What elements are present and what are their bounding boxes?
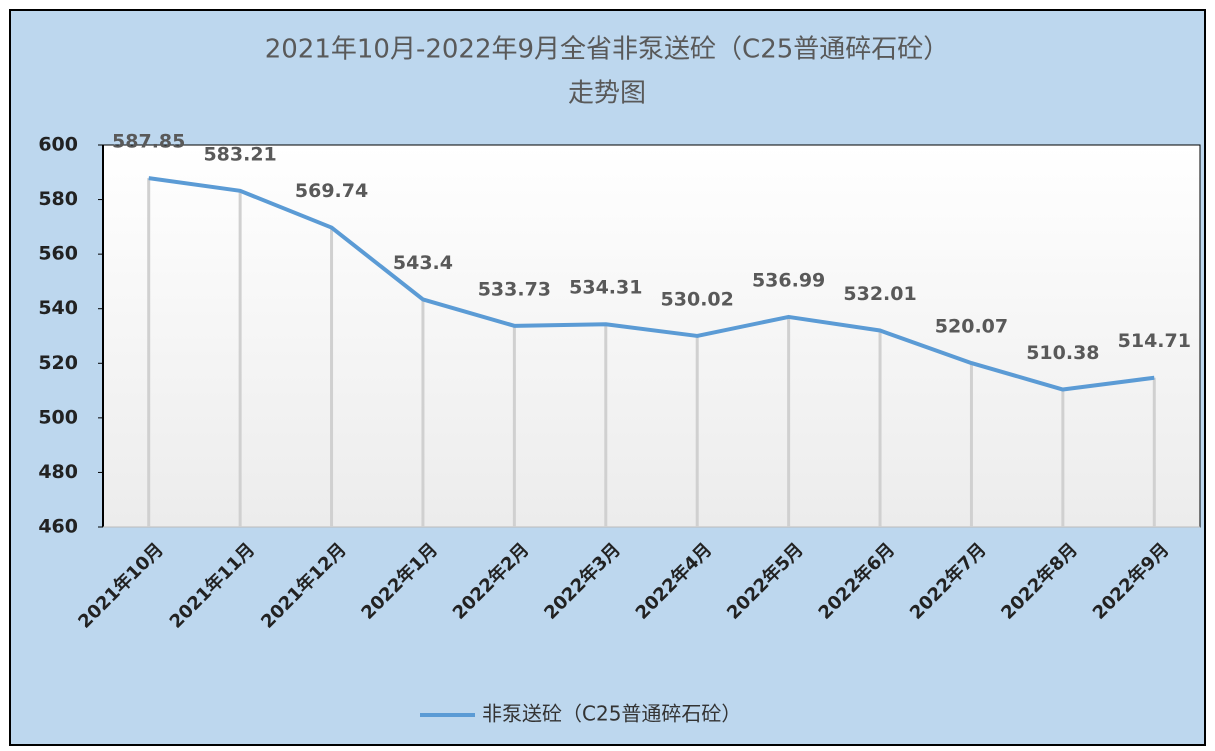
chart-title: 2021年10月-2022年9月全省非泵送砼（C25普通碎石砼） (265, 35, 950, 65)
data-label: 583.21 (203, 143, 276, 165)
chart-title: 走势图 (568, 79, 646, 109)
data-label: 530.02 (661, 288, 734, 310)
data-label: 520.07 (935, 316, 1008, 338)
data-label: 514.71 (1118, 330, 1191, 352)
y-tick-label: 560 (38, 243, 78, 265)
y-tick-label: 600 (38, 134, 78, 156)
y-tick-label: 500 (38, 406, 78, 428)
legend-label: 非泵送砼（C25普通碎石砼） (482, 702, 741, 726)
y-tick-label: 480 (38, 461, 78, 483)
y-tick-label: 460 (38, 516, 78, 538)
y-tick-label: 540 (38, 297, 78, 319)
line-series (148, 176, 1155, 392)
data-label: 569.74 (295, 180, 368, 202)
data-label: 536.99 (752, 269, 825, 291)
data-label: 587.85 (112, 131, 185, 153)
data-label: 533.73 (478, 278, 551, 300)
data-label: 510.38 (1026, 342, 1099, 364)
y-tick-label: 580 (38, 188, 78, 210)
data-label: 532.01 (843, 283, 916, 305)
y-tick-label: 520 (38, 352, 78, 374)
data-label: 543.4 (393, 252, 453, 274)
data-label: 534.31 (569, 277, 642, 299)
